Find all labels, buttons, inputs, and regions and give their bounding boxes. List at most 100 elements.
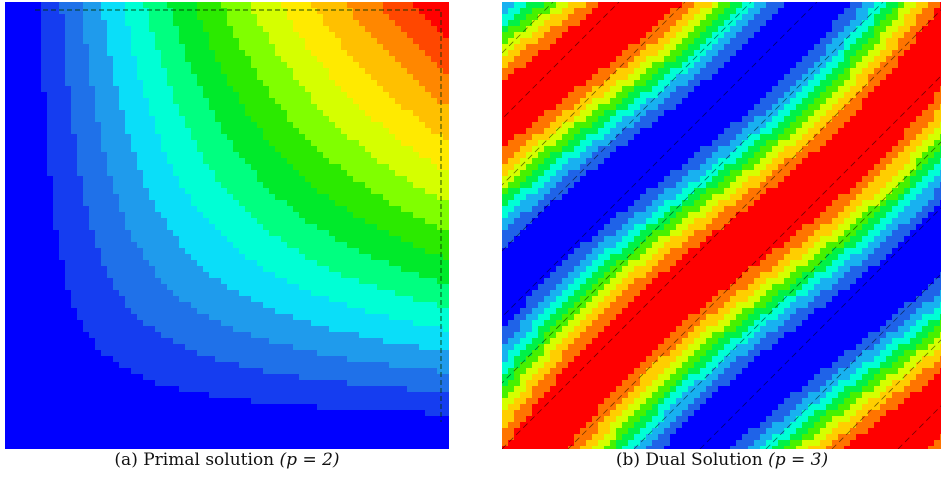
primal-cell: [191, 68, 198, 75]
primal-cell: [59, 248, 66, 255]
primal-cell: [377, 98, 384, 105]
primal-cell: [305, 326, 312, 333]
primal-cell: [239, 68, 246, 75]
primal-cell: [125, 104, 132, 111]
primal-cell: [203, 74, 210, 81]
primal-cell: [203, 338, 210, 345]
primal-cell: [245, 266, 252, 273]
primal-cell: [71, 398, 78, 405]
primal-cell: [161, 92, 168, 99]
primal-cell: [143, 218, 150, 225]
primal-cell: [47, 38, 54, 45]
primal-cell: [437, 50, 444, 57]
primal-cell: [209, 56, 216, 63]
primal-cell: [233, 332, 240, 339]
primal-cell: [353, 38, 360, 45]
primal-cell: [245, 14, 252, 21]
primal-cell: [335, 272, 342, 279]
primal-cell: [203, 2, 210, 9]
primal-cell: [401, 368, 408, 375]
primal-cell: [29, 200, 36, 207]
primal-cell: [167, 122, 174, 129]
primal-cell: [371, 128, 378, 135]
primal-cell: [443, 98, 449, 105]
primal-cell: [323, 230, 330, 237]
primal-cell: [443, 116, 449, 123]
primal-cell: [113, 356, 120, 363]
primal-cell: [407, 182, 414, 189]
primal-cell: [53, 398, 60, 405]
primal-cell: [23, 224, 30, 231]
primal-cell: [287, 98, 294, 105]
primal-cell: [425, 320, 432, 327]
primal-cell: [365, 254, 372, 261]
primal-cell: [233, 218, 240, 225]
primal-cell: [23, 338, 30, 345]
primal-cell: [161, 68, 168, 75]
primal-cell: [137, 2, 144, 9]
primal-cell: [71, 56, 78, 63]
primal-cell: [335, 44, 342, 51]
primal-cell: [227, 308, 234, 315]
primal-cell: [419, 380, 426, 387]
primal-cell: [443, 374, 449, 381]
primal-cell: [11, 80, 18, 87]
primal-cell: [317, 284, 324, 291]
primal-cell: [287, 140, 294, 147]
primal-cell: [251, 296, 258, 303]
primal-cell: [431, 110, 438, 117]
primal-cell: [101, 224, 108, 231]
primal-cell: [437, 254, 444, 261]
primal-cell: [305, 26, 312, 33]
primal-cell: [371, 212, 378, 219]
primal-cell: [35, 380, 42, 387]
primal-cell: [425, 236, 432, 243]
primal-cell: [425, 326, 432, 333]
primal-cell: [389, 242, 396, 249]
primal-cell: [293, 386, 300, 393]
primal-cell: [305, 146, 312, 153]
primal-cell: [311, 86, 318, 93]
primal-cell: [245, 326, 252, 333]
primal-cell: [317, 92, 324, 99]
primal-cell: [257, 134, 264, 141]
primal-cell: [5, 104, 12, 111]
primal-cell: [11, 122, 18, 129]
primal-cell: [113, 362, 120, 369]
primal-cell: [53, 20, 60, 27]
primal-cell: [413, 224, 420, 231]
primal-cell: [359, 224, 366, 231]
primal-cell: [341, 176, 348, 183]
primal-cell: [113, 236, 120, 243]
primal-cell: [437, 44, 444, 51]
primal-cell: [11, 164, 18, 171]
primal-cell: [125, 134, 132, 141]
primal-cell: [101, 122, 108, 129]
primal-cell: [317, 230, 324, 237]
primal-cell: [305, 236, 312, 243]
primal-cell: [371, 74, 378, 81]
primal-cell: [413, 86, 420, 93]
primal-cell: [395, 212, 402, 219]
primal-cell: [5, 122, 12, 129]
primal-cell: [125, 92, 132, 99]
primal-cell: [395, 74, 402, 81]
primal-cell: [71, 86, 78, 93]
primal-cell: [281, 62, 288, 69]
primal-cell: [389, 218, 396, 225]
primal-cell: [113, 140, 120, 147]
primal-cell: [383, 26, 390, 33]
primal-cell: [251, 380, 258, 387]
primal-cell: [59, 272, 66, 279]
primal-cell: [245, 122, 252, 129]
primal-cell: [65, 188, 72, 195]
primal-cell: [383, 374, 390, 381]
primal-cell: [101, 248, 108, 255]
primal-cell: [197, 350, 204, 357]
primal-cell: [17, 254, 24, 261]
primal-cell: [47, 164, 54, 171]
primal-cell: [389, 332, 396, 339]
primal-cell: [401, 308, 408, 315]
primal-cell: [299, 8, 306, 15]
primal-cell: [371, 62, 378, 69]
